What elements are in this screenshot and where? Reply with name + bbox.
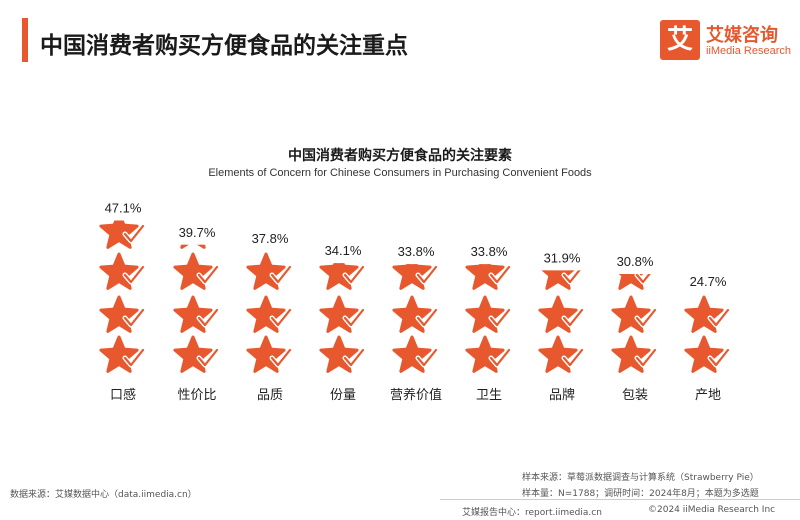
star-check-icon	[246, 295, 293, 333]
star-check-icon	[540, 213, 582, 247]
value-label: 30.8%	[617, 254, 654, 269]
star-check-icon	[613, 213, 655, 247]
pictograph-column-3	[246, 252, 293, 373]
star-check-icon	[392, 335, 439, 373]
star-check-icon	[392, 264, 439, 290]
star-check-icon	[246, 335, 293, 373]
star-check-icon	[465, 335, 512, 373]
star-check-icon	[99, 220, 146, 249]
category-label: 份量	[330, 388, 356, 403]
star-check-icon	[392, 295, 439, 333]
star-check-icon	[538, 295, 585, 333]
star-check-icon	[173, 335, 220, 373]
category-label: 性价比	[177, 388, 216, 403]
sample-info: 样本量：N=1788；调研时间：2024年8月；本题为多选题	[522, 489, 759, 499]
value-label: 33.8%	[398, 244, 435, 259]
star-check-icon	[465, 264, 512, 290]
pictograph-column-2	[173, 244, 220, 373]
value-label: 47.1%	[105, 201, 142, 216]
data-source: 数据来源：艾媒数据中心（data.iimedia.cn）	[10, 490, 197, 500]
star-check-icon	[319, 263, 366, 290]
star-check-icon	[611, 295, 658, 333]
star-check-icon	[99, 295, 146, 333]
report-center-link[interactable]: 艾媒报告中心：report.iimedia.cn	[462, 508, 602, 518]
pictograph-column-9	[684, 213, 731, 373]
star-check-icon	[686, 213, 728, 247]
star-check-icon	[618, 273, 653, 290]
value-label: 31.9%	[544, 250, 581, 265]
logo-mark: 艾	[660, 20, 700, 60]
star-check-icon	[684, 295, 731, 333]
category-label: 卫生	[476, 388, 502, 403]
category-label: 产地	[695, 388, 721, 403]
star-check-icon	[684, 335, 731, 373]
brand-logo[interactable]: 艾 艾媒咨询 iiMedia Research	[660, 20, 791, 64]
logo-name-cn: 艾媒咨询	[706, 25, 778, 46]
star-check-icon	[173, 252, 220, 290]
star-check-icon	[611, 335, 658, 373]
sample-source: 样本来源：草莓派数据调查与计算系统（Strawberry Pie）	[522, 473, 759, 483]
star-check-icon	[173, 295, 220, 333]
pictograph-column-6	[465, 213, 512, 373]
pictograph-column-8	[611, 213, 658, 373]
star-check-icon	[538, 335, 585, 373]
value-label: 37.8%	[252, 231, 289, 246]
pictograph-column-5	[392, 213, 439, 373]
chart-title: 中国消费者购买方便食品的关注要素	[288, 148, 512, 164]
star-check-icon	[394, 213, 436, 247]
value-label: 33.8%	[471, 244, 508, 259]
value-label: 39.7%	[179, 225, 216, 240]
pictograph-column-1	[99, 220, 146, 373]
pictograph-column-4	[319, 263, 366, 373]
star-check-icon	[180, 244, 206, 249]
category-label: 包装	[622, 388, 648, 403]
star-check-icon	[467, 213, 509, 247]
footer-divider	[440, 499, 800, 500]
star-check-icon	[99, 252, 146, 290]
chart-subtitle: Elements of Concern for Chinese Consumer…	[208, 167, 592, 179]
category-label: 品牌	[549, 387, 575, 403]
category-label: 营养价值	[390, 387, 442, 403]
value-label: 24.7%	[690, 274, 727, 289]
star-check-icon	[99, 335, 146, 373]
value-label: 34.1%	[325, 243, 362, 258]
star-check-icon	[319, 335, 366, 373]
star-check-icon	[541, 270, 583, 290]
title-accent-bar	[22, 18, 28, 62]
category-label: 品质	[257, 388, 283, 403]
copyright: ©2024 iiMedia Research Inc	[648, 505, 776, 515]
star-check-icon	[246, 252, 293, 290]
pictograph-column-7	[538, 213, 585, 373]
star-check-icon	[319, 295, 366, 333]
star-check-icon	[465, 295, 512, 333]
logo-name-en: iiMedia Research	[706, 45, 791, 57]
page-title: 中国消费者购买方便食品的关注重点	[40, 33, 408, 59]
category-label: 口感	[110, 387, 136, 403]
